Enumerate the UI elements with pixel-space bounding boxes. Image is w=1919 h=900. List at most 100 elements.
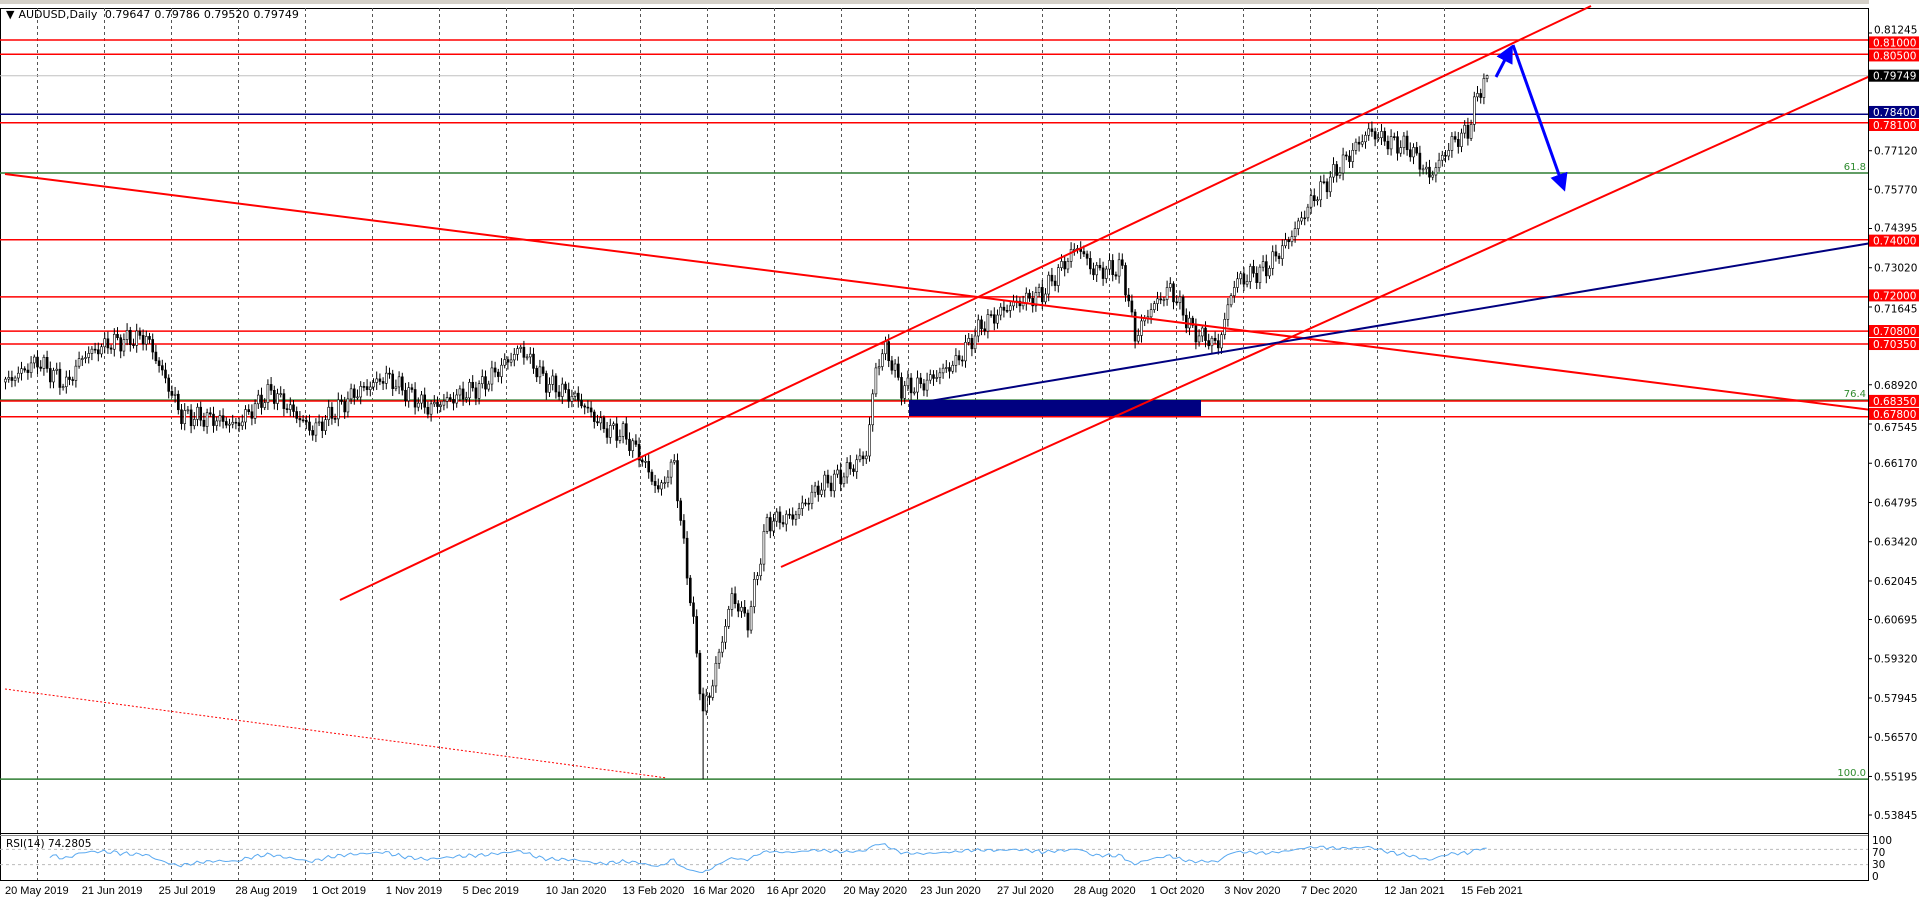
candle-body [1335, 164, 1338, 176]
triangle-down-icon[interactable]: ▼ [6, 8, 15, 21]
candle-body [816, 485, 820, 495]
candle-body [135, 330, 138, 346]
candle-body [826, 474, 830, 484]
candle-body [1313, 195, 1316, 201]
candle-body [592, 411, 596, 422]
candle-body [241, 421, 244, 427]
candle-body [1005, 310, 1009, 312]
price-tick-label: 0.68920 [1874, 380, 1917, 392]
candle-body [733, 593, 737, 605]
candle-body [695, 616, 699, 654]
candle-body [1140, 320, 1143, 336]
candle-body [1287, 239, 1290, 243]
candle-body [746, 612, 750, 631]
candle-body [557, 391, 561, 397]
candle-body [1181, 296, 1185, 316]
candle-body [234, 421, 238, 424]
candle-body [1162, 299, 1166, 301]
candle-body [1345, 154, 1348, 157]
chart-header: ▼ AUDUSD,Daily 0.79647 0.79786 0.79520 0.797… [6, 8, 303, 21]
candle-body [986, 314, 990, 332]
candle-body [871, 393, 875, 426]
candle-body [1405, 135, 1409, 151]
candle-body [410, 387, 414, 390]
candle-body [544, 373, 548, 393]
candle-body [628, 438, 631, 451]
candle-body [1153, 303, 1156, 310]
rsi-label: RSI(14) 74.2805 [6, 838, 91, 850]
candle-body [1220, 334, 1223, 349]
candle-body [964, 342, 967, 362]
candle-body [1389, 136, 1393, 150]
candle-body [663, 482, 667, 485]
candle-body [253, 403, 257, 419]
candle-body [602, 417, 606, 429]
candle-body [1300, 217, 1303, 222]
candle-body [650, 471, 654, 482]
rsi-line [49, 843, 1487, 874]
candle-body [1316, 199, 1319, 202]
candle-body [589, 407, 593, 413]
candle-body [1348, 155, 1351, 162]
candle-body [1133, 311, 1137, 342]
candle-body [256, 394, 260, 405]
candle-body [1194, 325, 1198, 343]
candle-body [148, 336, 151, 340]
level-price-label-box [1869, 49, 1919, 62]
candle-body [477, 383, 481, 399]
candle-body [55, 368, 59, 371]
candle-body [1213, 337, 1217, 341]
candle-body [1063, 261, 1066, 270]
candle-body [1373, 131, 1377, 140]
candle-body [759, 563, 763, 577]
candle-body [1050, 274, 1054, 282]
candle-body [269, 384, 273, 391]
candle-body [954, 355, 958, 366]
candle-body [1095, 264, 1098, 276]
candle-body [1060, 261, 1063, 268]
candle-body [1121, 259, 1124, 266]
level-price-label-box [1869, 407, 1919, 420]
candle-body [468, 381, 471, 399]
candle-body [583, 405, 587, 408]
candle-body [1421, 168, 1425, 171]
candle-body [903, 385, 907, 399]
candle-body [1044, 293, 1047, 303]
candle-body [1383, 131, 1386, 142]
candle-body [727, 609, 731, 627]
candle-body [528, 353, 532, 358]
candle-body [730, 593, 734, 610]
candle-body [1479, 93, 1482, 98]
candle-body [362, 386, 366, 388]
channel-lower-line [780, 53, 1919, 568]
candle-body [1466, 124, 1470, 139]
candle-body [413, 389, 417, 408]
candle-body [272, 390, 276, 404]
candle-body [512, 354, 516, 361]
candle-body [1469, 124, 1473, 139]
candle-body [919, 377, 923, 384]
candle-body [967, 338, 971, 343]
candle-body [608, 425, 612, 438]
candle-body [1149, 309, 1153, 318]
candle-body [839, 469, 843, 485]
candle-body [1082, 251, 1086, 255]
candle-body [1309, 195, 1313, 208]
candle-body [791, 514, 795, 520]
candle-body [640, 459, 644, 463]
candle-body [781, 522, 785, 525]
candle-body [615, 423, 619, 441]
candle-body [1265, 261, 1268, 277]
candle-body [1210, 337, 1214, 347]
candle-body [1396, 136, 1399, 154]
candle-body [500, 364, 503, 377]
price-tick-label: 0.59320 [1874, 654, 1917, 666]
candle-body [77, 358, 81, 367]
candle-body [1431, 174, 1434, 178]
rsi-scale-label: 70 [1872, 847, 1885, 859]
candle-body [1399, 147, 1402, 154]
candle-body [797, 508, 801, 516]
candle-body [880, 353, 884, 367]
